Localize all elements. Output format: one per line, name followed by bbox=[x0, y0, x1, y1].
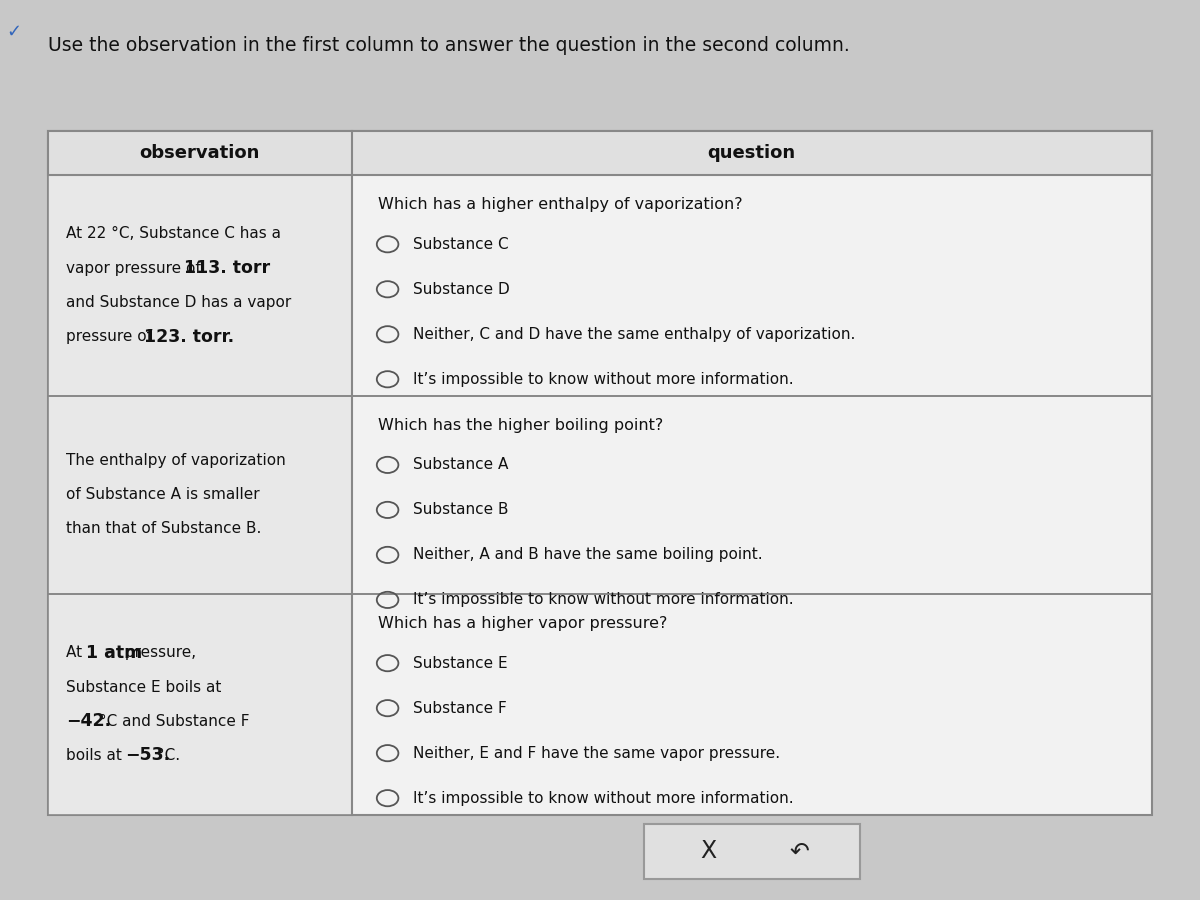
Text: Which has a higher enthalpy of vaporization?: Which has a higher enthalpy of vaporizat… bbox=[378, 197, 743, 212]
Bar bbox=[643, 824, 859, 879]
Text: than that of Substance B.: than that of Substance B. bbox=[66, 521, 262, 536]
Text: Substance B: Substance B bbox=[413, 502, 509, 518]
Text: pressure of: pressure of bbox=[66, 329, 157, 344]
Text: 1 atm: 1 atm bbox=[85, 644, 142, 662]
Text: and Substance D has a vapor: and Substance D has a vapor bbox=[66, 295, 292, 310]
Text: The enthalpy of vaporization: The enthalpy of vaporization bbox=[66, 453, 286, 468]
Text: X: X bbox=[701, 840, 716, 863]
Bar bbox=[48, 130, 1152, 814]
Text: −53.: −53. bbox=[125, 746, 170, 764]
Bar bbox=[48, 130, 1152, 175]
Text: Neither, E and F have the same vapor pressure.: Neither, E and F have the same vapor pre… bbox=[413, 746, 780, 760]
Text: It’s impossible to know without more information.: It’s impossible to know without more inf… bbox=[413, 592, 793, 608]
Bar bbox=[48, 594, 1152, 814]
Text: ↶: ↶ bbox=[790, 840, 809, 863]
Text: 113. torr: 113. torr bbox=[184, 259, 270, 277]
Text: °C.: °C. bbox=[152, 748, 180, 763]
Text: Neither, C and D have the same enthalpy of vaporization.: Neither, C and D have the same enthalpy … bbox=[413, 327, 856, 342]
Text: Substance E: Substance E bbox=[413, 656, 508, 670]
Text: It’s impossible to know without more information.: It’s impossible to know without more inf… bbox=[413, 372, 793, 387]
Text: At: At bbox=[66, 645, 88, 661]
Text: Which has the higher boiling point?: Which has the higher boiling point? bbox=[378, 418, 664, 433]
Bar bbox=[48, 175, 1152, 396]
Text: question: question bbox=[708, 144, 796, 162]
Text: Substance F: Substance F bbox=[413, 701, 506, 716]
Text: pressure,: pressure, bbox=[120, 645, 197, 661]
Text: observation: observation bbox=[139, 144, 260, 162]
Text: At 22 °C, Substance C has a: At 22 °C, Substance C has a bbox=[66, 227, 281, 241]
Bar bbox=[48, 396, 352, 594]
Text: vapor pressure of: vapor pressure of bbox=[66, 261, 205, 275]
Text: −42.: −42. bbox=[66, 712, 112, 730]
Text: ✓: ✓ bbox=[6, 22, 22, 40]
Text: °C and Substance F: °C and Substance F bbox=[94, 714, 250, 729]
Text: Neither, A and B have the same boiling point.: Neither, A and B have the same boiling p… bbox=[413, 547, 763, 562]
Text: It’s impossible to know without more information.: It’s impossible to know without more inf… bbox=[413, 791, 793, 806]
Text: Substance D: Substance D bbox=[413, 282, 510, 297]
Bar bbox=[48, 594, 352, 814]
Text: boils at: boils at bbox=[66, 748, 127, 763]
Bar bbox=[48, 175, 352, 396]
Text: of Substance A is smaller: of Substance A is smaller bbox=[66, 487, 259, 502]
Text: Substance C: Substance C bbox=[413, 237, 509, 252]
Text: Substance E boils at: Substance E boils at bbox=[66, 680, 221, 695]
Text: Substance A: Substance A bbox=[413, 457, 509, 472]
Text: Which has a higher vapor pressure?: Which has a higher vapor pressure? bbox=[378, 616, 667, 632]
Text: Use the observation in the first column to answer the question in the second col: Use the observation in the first column … bbox=[48, 36, 850, 55]
Bar bbox=[48, 396, 1152, 594]
Text: 123. torr.: 123. torr. bbox=[144, 328, 234, 346]
